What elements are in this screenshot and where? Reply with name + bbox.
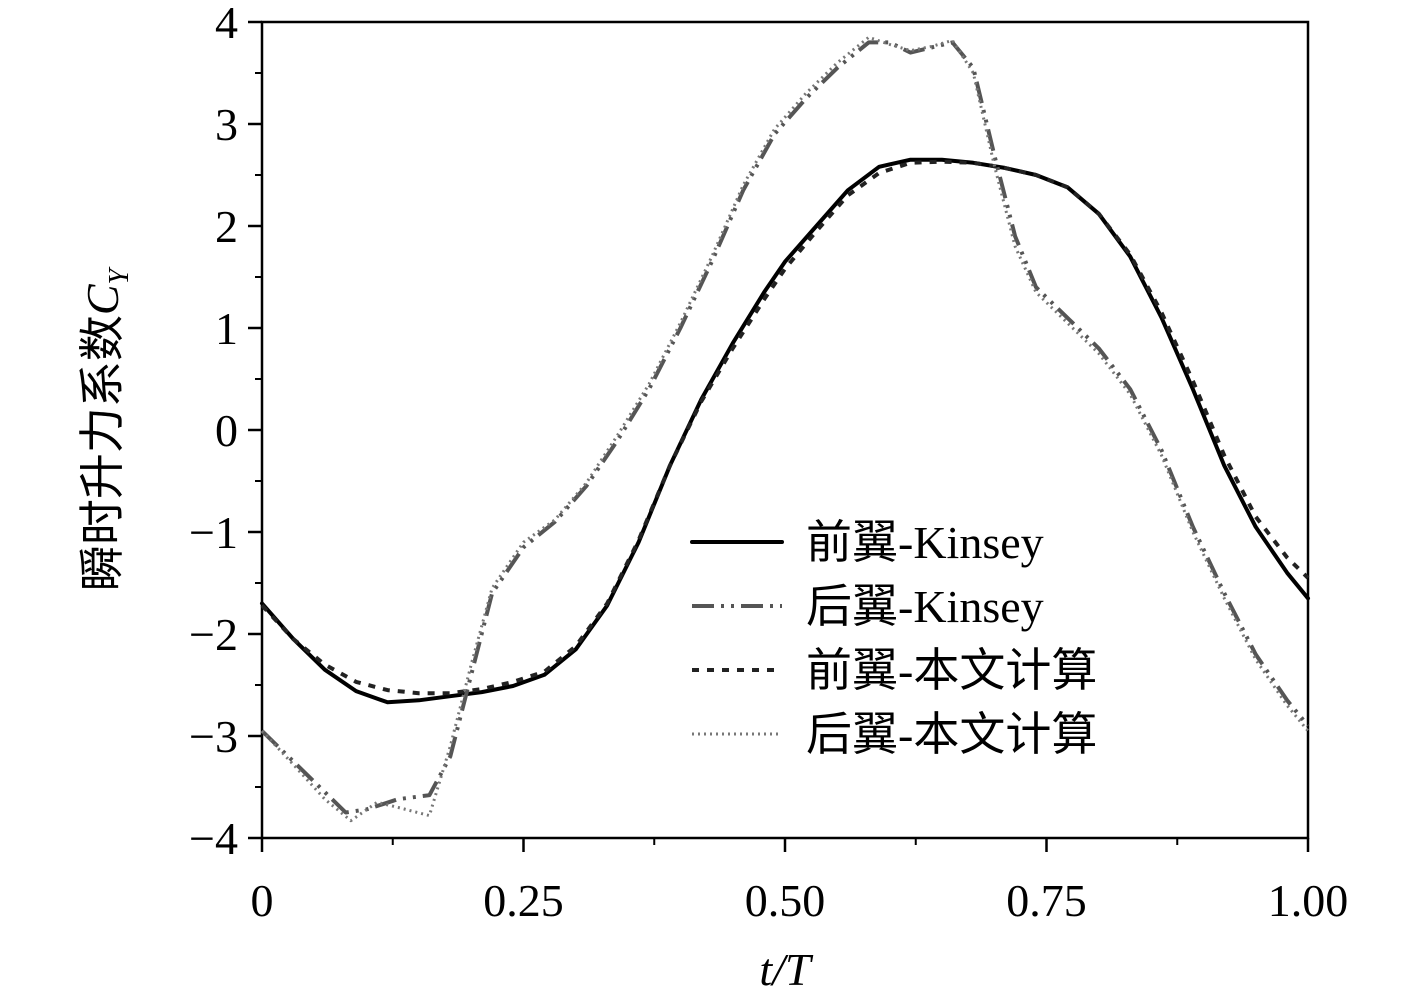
x-tick-label: 1.00 [1268,875,1349,926]
y-tick-label: −3 [189,711,238,762]
y-tick-label: −1 [189,507,238,558]
y-tick-label: 4 [215,0,238,48]
y-tick-label: −2 [189,609,238,660]
y-tick-label: 1 [215,303,238,354]
series-line-2 [260,40,1310,815]
legend-label-3: 前翼-本文计算 [806,645,1097,696]
x-tick-label: 0.75 [1006,875,1087,926]
x-axis-title: t/T [759,944,814,990]
y-axis-title: 瞬时升力系数CY [77,265,135,591]
legend-label-4: 后翼-本文计算 [806,709,1097,760]
legend-label-2: 后翼-Kinsey [806,581,1044,632]
legend-label-1: 前翼-Kinsey [806,517,1044,568]
y-tick-label: −4 [189,813,238,864]
y-tick-label: 0 [215,405,238,456]
x-tick-label: 0.25 [483,875,564,926]
y-axis-title-main: 瞬时升力系数 [77,315,128,591]
y-axis-title-symbol: C [77,283,128,315]
y-tick-label: 3 [215,99,238,150]
y-axis-title-subscript: Y [104,265,135,284]
series-line-3 [260,159,1310,696]
x-tick-label: 0 [251,875,274,926]
y-tick-label: 2 [215,201,238,252]
x-tick-label: 0.50 [745,875,826,926]
